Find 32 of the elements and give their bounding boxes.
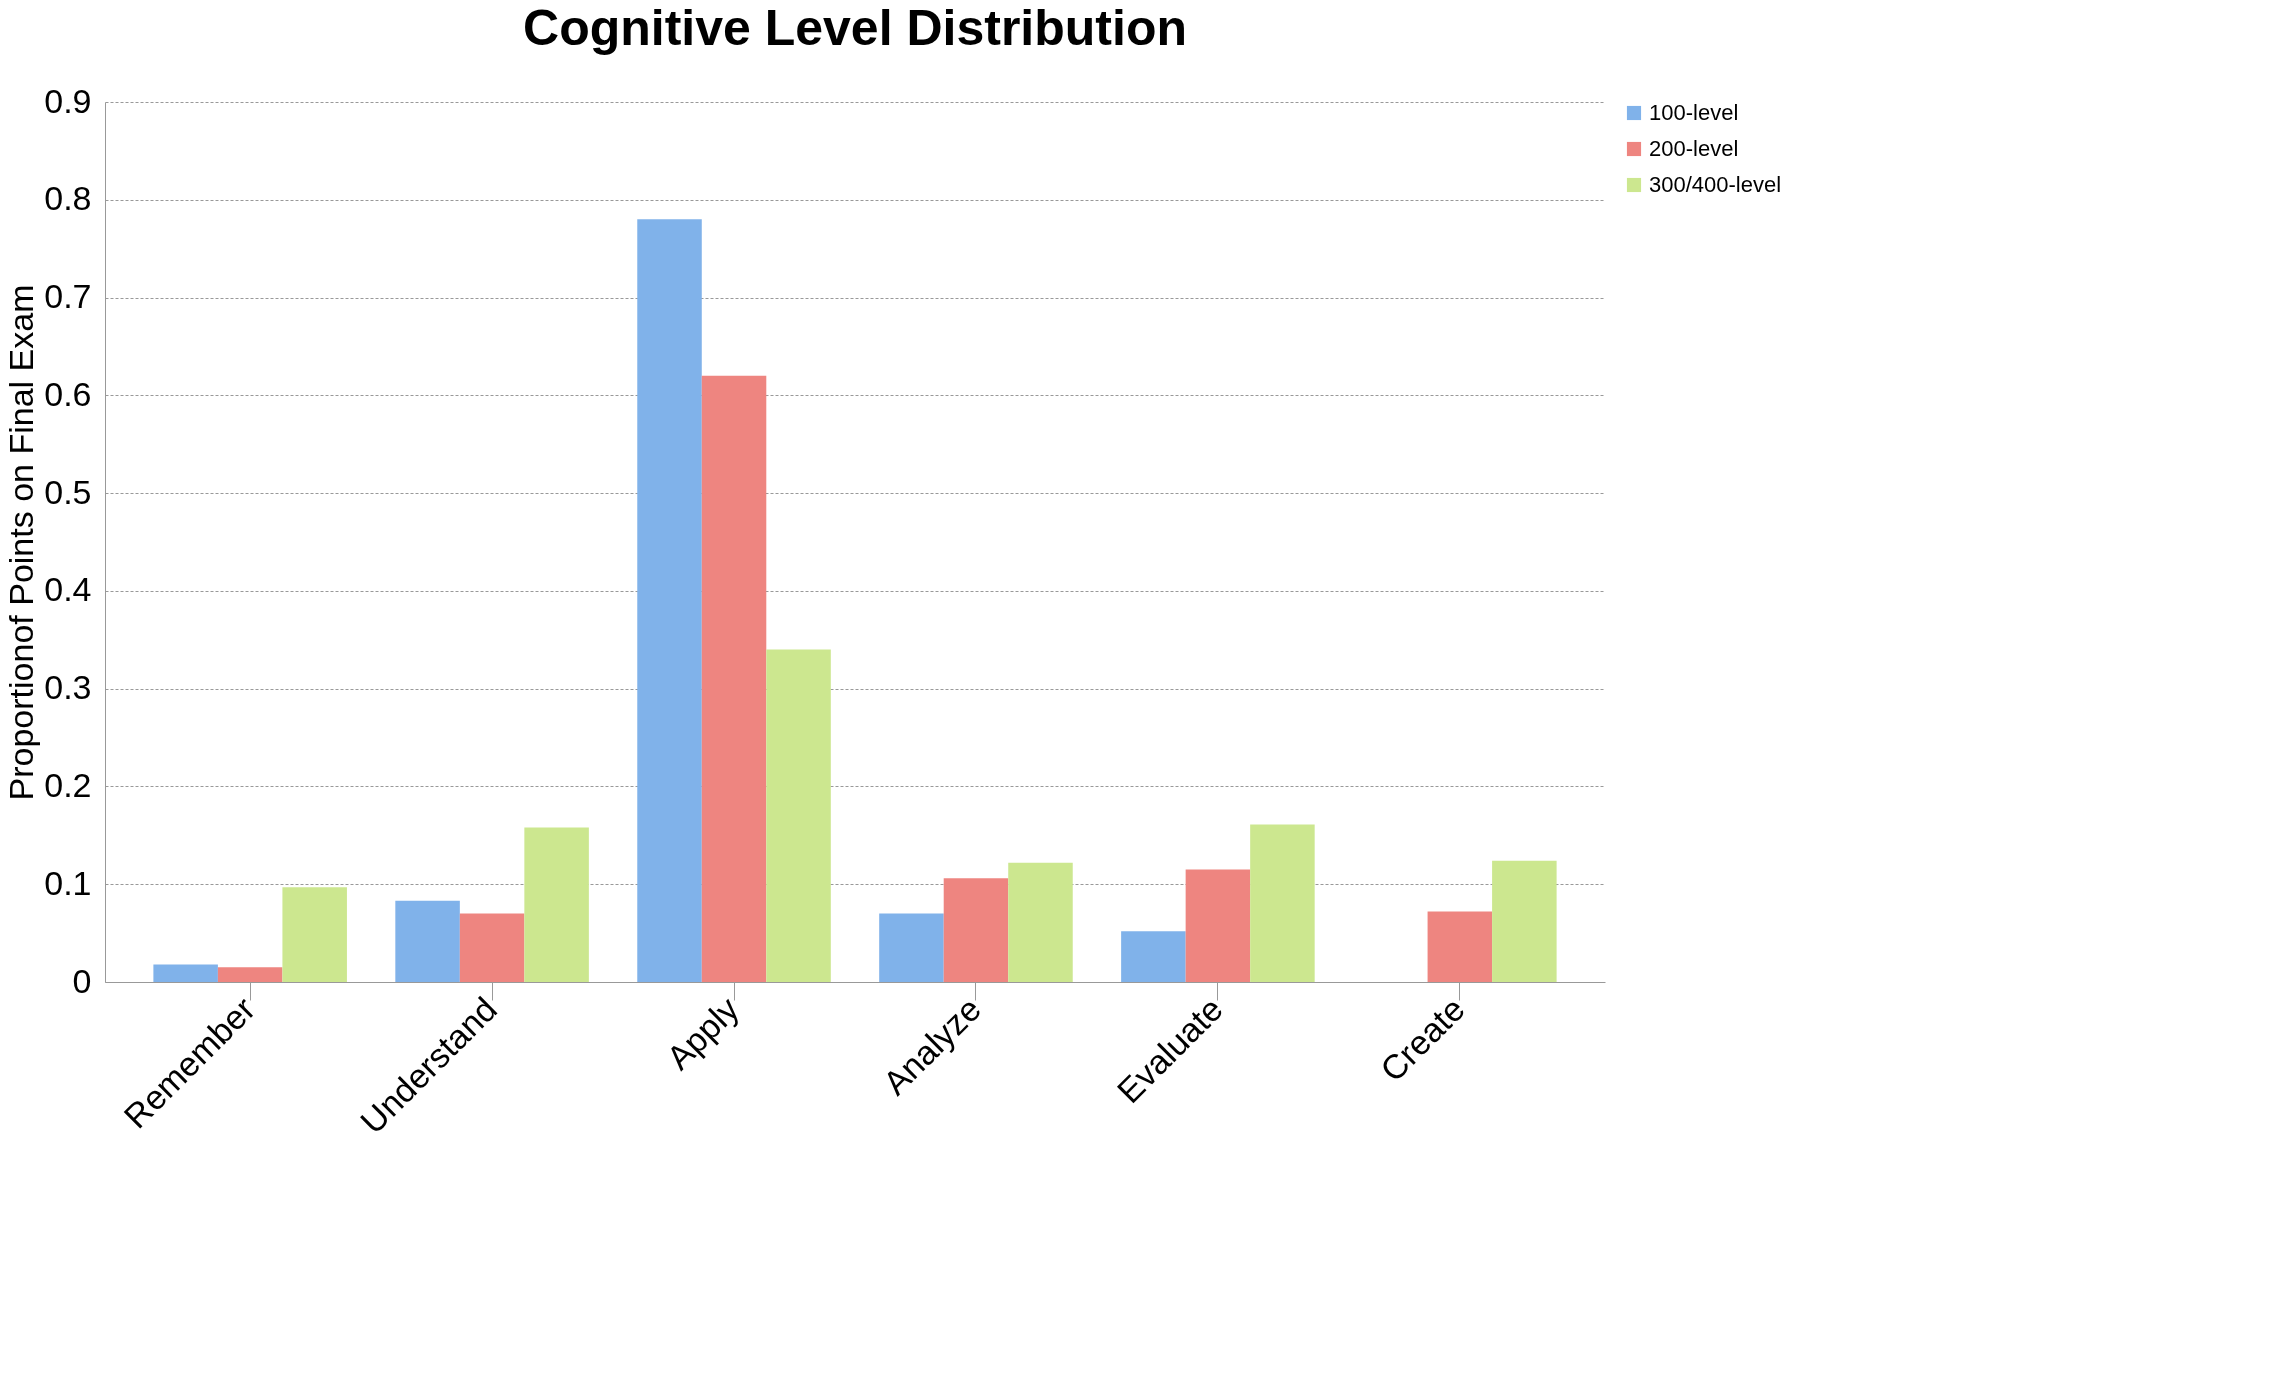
- bar: [153, 964, 218, 982]
- chart-title: Cognitive Level Distribution: [523, 0, 1187, 56]
- bar: [395, 900, 460, 982]
- bar: [1121, 931, 1186, 982]
- bar: [459, 913, 525, 982]
- legend-label: 100-level: [1649, 100, 1739, 125]
- bar: [282, 887, 347, 982]
- y-tick-label: 0.5: [44, 472, 92, 511]
- y-tick-label: 0: [72, 961, 92, 1000]
- bar: [701, 375, 767, 982]
- y-tick-label: 0.7: [44, 277, 92, 316]
- bar: [766, 649, 831, 982]
- y-tick-label: 0.2: [44, 765, 92, 804]
- y-tick-label: 0.4: [44, 570, 92, 609]
- bar: [1427, 911, 1493, 982]
- y-axis-title: Proportionof Points on Final Exam: [2, 284, 41, 801]
- y-tick-label: 0.9: [44, 81, 92, 120]
- bar: [1492, 860, 1557, 982]
- y-tick-label: 0.6: [44, 374, 92, 413]
- bar: [217, 967, 283, 982]
- bar: [637, 219, 702, 982]
- bar: [879, 913, 944, 982]
- bar: [943, 878, 1009, 982]
- legend-label: 300/400-level: [1649, 172, 1782, 197]
- y-tick-label: 0.3: [44, 668, 92, 707]
- legend-label: 200-level: [1649, 136, 1739, 161]
- bar: [1185, 869, 1251, 982]
- bar: [1008, 862, 1073, 982]
- bar: [524, 827, 589, 982]
- bar: [1250, 824, 1315, 982]
- y-tick-label: 0.1: [44, 863, 92, 902]
- y-tick-label: 0.8: [44, 179, 92, 218]
